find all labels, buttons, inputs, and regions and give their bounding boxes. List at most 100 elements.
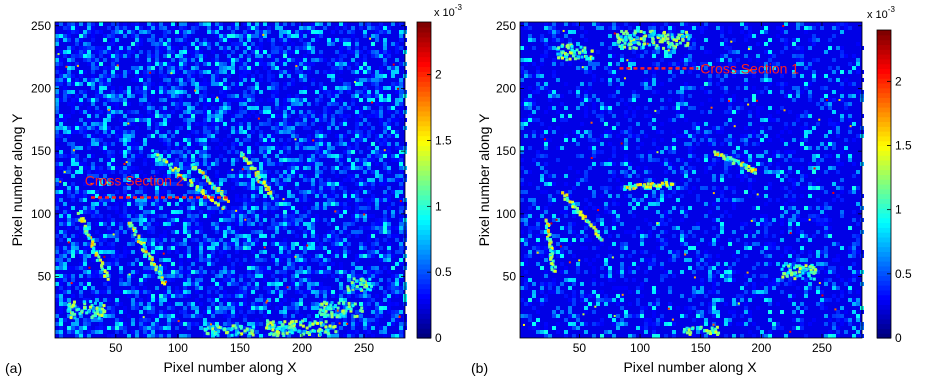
heatmap-cell bbox=[291, 266, 295, 270]
heatmap-cell bbox=[63, 266, 67, 270]
heatmap-speck bbox=[210, 323, 213, 326]
heatmap-cell bbox=[151, 118, 155, 122]
heatmap-cell bbox=[275, 98, 279, 102]
heatmap-cell bbox=[608, 34, 612, 38]
heatmap-cell bbox=[227, 106, 231, 110]
heatmap-cell bbox=[131, 42, 135, 46]
heatmap-cell bbox=[91, 166, 95, 170]
heatmap-cell bbox=[59, 274, 63, 278]
heatmap-cell bbox=[307, 230, 311, 234]
heatmap-cell bbox=[235, 178, 239, 182]
heatmap-cell bbox=[223, 94, 227, 98]
heatmap-cell bbox=[335, 242, 339, 246]
heatmap-cell bbox=[171, 306, 175, 310]
heatmap-cell bbox=[147, 198, 151, 202]
heatmap-cell bbox=[203, 98, 207, 102]
heatmap-cell bbox=[395, 130, 399, 134]
heatmap-cell bbox=[375, 314, 379, 318]
heatmap-cell bbox=[367, 106, 371, 110]
heatmap-cell bbox=[151, 226, 155, 230]
heatmap-cell bbox=[63, 138, 67, 142]
heatmap-cell bbox=[59, 326, 63, 330]
heatmap-cell bbox=[315, 98, 319, 102]
heatmap-cell bbox=[247, 202, 251, 206]
heatmap-cell bbox=[387, 110, 391, 114]
heatmap-cell bbox=[279, 46, 283, 50]
heatmap-cell bbox=[183, 310, 187, 314]
heatmap-cell bbox=[123, 310, 127, 314]
heatmap-cell bbox=[119, 226, 123, 230]
heatmap-cell bbox=[87, 278, 91, 282]
heatmap-cell bbox=[131, 34, 135, 38]
heatmap-cell bbox=[235, 82, 239, 86]
heatmap-cell bbox=[379, 134, 383, 138]
heatmap-cell bbox=[199, 222, 203, 226]
heatmap-cell bbox=[243, 34, 247, 38]
heatmap-cell bbox=[371, 310, 375, 314]
heatmap-hotspot bbox=[246, 161, 250, 165]
heatmap-cell bbox=[379, 330, 383, 334]
heatmap-cell bbox=[848, 70, 852, 74]
cross-section-label: Cross Section 2 bbox=[85, 173, 184, 189]
heatmap-cell bbox=[359, 294, 363, 298]
heatmap-cell bbox=[155, 334, 159, 338]
heatmap-cell bbox=[259, 50, 263, 54]
heatmap-cell bbox=[211, 58, 215, 62]
heatmap-cell bbox=[347, 174, 351, 178]
heatmap-cell bbox=[247, 198, 251, 202]
heatmap-cell bbox=[283, 242, 287, 246]
heatmap-cell bbox=[59, 310, 63, 314]
heatmap-cell bbox=[187, 34, 191, 38]
heatmap-cell bbox=[103, 86, 107, 90]
heatmap-hotspot bbox=[94, 301, 98, 305]
heatmap-cell bbox=[219, 198, 223, 202]
heatmap-cell bbox=[267, 282, 271, 286]
heatmap-cell bbox=[159, 194, 163, 198]
heatmap-cell bbox=[736, 70, 740, 74]
heatmap-cell bbox=[183, 218, 187, 222]
heatmap-hotspot bbox=[323, 315, 327, 319]
heatmap-cell bbox=[143, 278, 147, 282]
heatmap-cell bbox=[75, 318, 79, 322]
heatmap-cell bbox=[311, 46, 315, 50]
heatmap-cell bbox=[271, 38, 275, 42]
heatmap-hotspot bbox=[219, 191, 223, 195]
heatmap-cell bbox=[311, 38, 315, 42]
heatmap-cell bbox=[219, 238, 223, 242]
heatmap-cell bbox=[343, 134, 347, 138]
heatmap-cell bbox=[323, 254, 327, 258]
heatmap-cell bbox=[363, 70, 367, 74]
heatmap-cell bbox=[275, 142, 279, 146]
heatmap-cell bbox=[243, 130, 247, 134]
heatmap-cell bbox=[111, 162, 115, 166]
heatmap-cell bbox=[632, 62, 636, 66]
heatmap-cell bbox=[291, 174, 295, 178]
heatmap-cell bbox=[155, 326, 159, 330]
heatmap-cell bbox=[227, 174, 231, 178]
heatmap-cell bbox=[271, 78, 275, 82]
heatmap-hotspot bbox=[142, 243, 146, 247]
heatmap-cell bbox=[319, 114, 323, 118]
heatmap-cell bbox=[379, 122, 383, 126]
heatmap-cell bbox=[395, 302, 399, 306]
heatmap-cell bbox=[123, 90, 127, 94]
heatmap-cell bbox=[287, 170, 291, 174]
heatmap-speck bbox=[127, 122, 130, 125]
heatmap-cell bbox=[119, 26, 123, 30]
heatmap-cell bbox=[796, 26, 800, 30]
heatmap-cell bbox=[323, 258, 327, 262]
heatmap-cell bbox=[131, 94, 135, 98]
heatmap-hotspot bbox=[327, 307, 331, 311]
heatmap-cell bbox=[119, 166, 123, 170]
heatmap-cell bbox=[107, 130, 111, 134]
heatmap-cell bbox=[612, 26, 616, 30]
y-tick-label: 200 bbox=[31, 81, 51, 95]
heatmap-cell bbox=[339, 22, 343, 26]
heatmap-cell bbox=[131, 118, 135, 122]
heatmap-cell bbox=[243, 246, 247, 250]
heatmap-cell bbox=[203, 190, 207, 194]
heatmap-cell bbox=[211, 254, 215, 258]
heatmap-cell bbox=[167, 142, 171, 146]
heatmap-cell bbox=[91, 54, 95, 58]
heatmap-cell bbox=[652, 54, 656, 58]
